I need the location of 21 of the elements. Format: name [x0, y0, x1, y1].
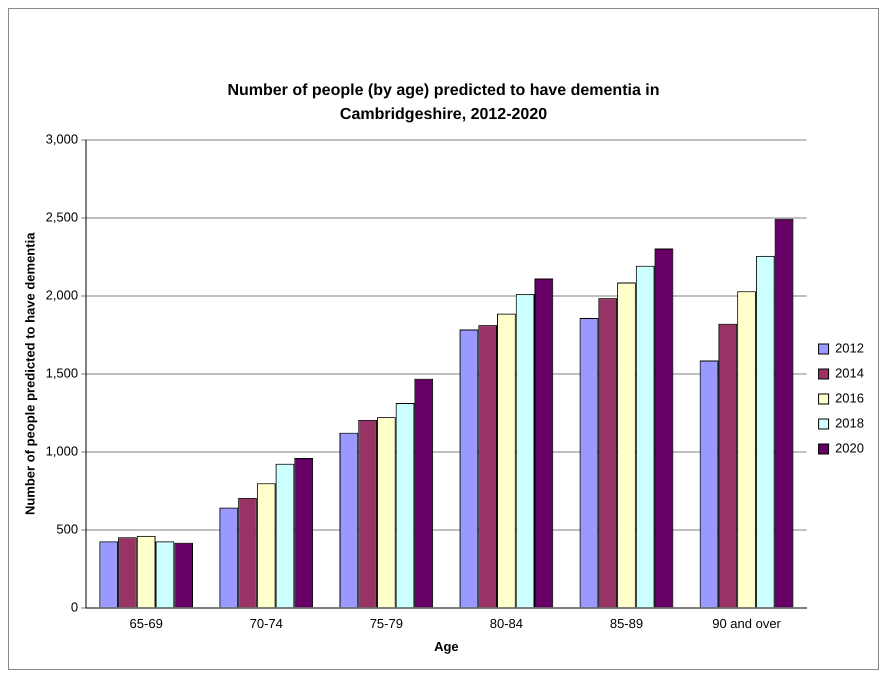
- y-tick-label: 1,500: [46, 365, 78, 380]
- y-tick-label: 500: [56, 521, 78, 536]
- legend-label: 2020: [835, 440, 864, 456]
- legend-label: 2014: [835, 366, 864, 381]
- x-tick-label: 70-74: [250, 616, 283, 632]
- x-axis-title: Age: [434, 638, 459, 654]
- x-tick-label: 85-89: [610, 616, 644, 632]
- y-axis-title: Number of people predicted to have dementia: [22, 232, 38, 516]
- y-tick-label: 0: [70, 599, 78, 614]
- legend-label: 2018: [835, 416, 864, 431]
- y-tick-label: 1,000: [46, 443, 78, 458]
- legend-label: 2016: [835, 390, 864, 406]
- x-tick-label: 80-84: [490, 616, 524, 632]
- x-tick-label: 75-79: [370, 616, 403, 632]
- chart-title: Number of people (by age) predicted to have dementia in Cambridgeshire, 2012-2020: [226, 81, 661, 125]
- legend-label: 2012: [835, 340, 864, 356]
- y-tick-label: 2,500: [46, 209, 78, 224]
- y-tick-label: 2,000: [46, 287, 78, 302]
- x-tick-label: 90 and over: [712, 616, 782, 632]
- x-tick-label: 65-69: [130, 616, 163, 632]
- y-tick-label: 3,000: [46, 131, 78, 146]
